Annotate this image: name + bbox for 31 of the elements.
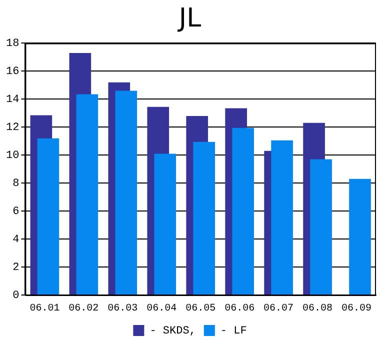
bar — [154, 154, 176, 294]
y-tick-label: 4 — [12, 234, 20, 246]
y-tick-label: 0 — [12, 290, 20, 302]
x-tick-label: 06.06 — [224, 304, 255, 315]
x-tick-label: 06.05 — [186, 304, 216, 315]
legend-label: - LF — [220, 325, 247, 338]
bar — [349, 178, 371, 294]
chart-title: JL — [176, 3, 202, 34]
bar — [310, 159, 332, 294]
x-tick-label: 06.04 — [146, 304, 177, 315]
y-tick-label: 2 — [12, 262, 20, 274]
y-tick-label: 14 — [6, 94, 20, 106]
y-tick-label: 18 — [6, 38, 20, 50]
y-tick-label: 8 — [12, 178, 20, 190]
bar — [193, 142, 216, 294]
legend-label: - SKDS, — [150, 325, 196, 338]
bar — [115, 90, 138, 294]
x-tick-label: 06.07 — [264, 304, 294, 315]
y-tick-label: 12 — [6, 122, 20, 134]
x-tick-label: 06.08 — [302, 304, 333, 315]
x-tick-label: 06.02 — [68, 304, 99, 315]
x-tick-label: 06.03 — [108, 304, 138, 315]
y-tick-label: 10 — [6, 150, 20, 162]
x-tick-label: 06.09 — [342, 304, 372, 315]
y-tick-label: 6 — [12, 206, 20, 218]
bar — [271, 140, 293, 294]
y-tick-label: 16 — [6, 66, 20, 78]
bar — [76, 94, 98, 294]
bar — [232, 128, 254, 294]
x-tick-label: 06.01 — [30, 304, 60, 315]
bar — [37, 138, 60, 294]
